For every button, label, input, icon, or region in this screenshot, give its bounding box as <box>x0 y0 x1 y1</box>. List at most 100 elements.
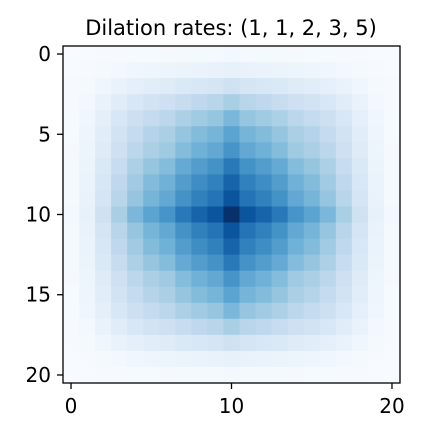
heatmap-cell <box>95 206 112 223</box>
heatmap-cell <box>319 126 337 143</box>
heatmap-cell <box>127 110 144 127</box>
heatmap-cell <box>159 94 176 111</box>
heatmap-cell <box>95 142 112 159</box>
heatmap-cell <box>367 94 385 111</box>
y-tick-label: 0 <box>38 42 51 66</box>
heatmap-cell <box>63 238 80 256</box>
heatmap-cell <box>127 142 144 159</box>
heatmap-cell <box>287 78 305 95</box>
heatmap-cell <box>335 318 353 336</box>
heatmap-cell <box>95 302 112 320</box>
heatmap-cell <box>207 254 224 272</box>
heatmap-cell <box>223 174 240 191</box>
heatmap-cell <box>223 110 240 127</box>
heatmap-cell <box>175 206 192 223</box>
heatmap-cell <box>79 142 96 159</box>
heatmap-cell <box>335 174 353 191</box>
heatmap-cell <box>351 46 369 63</box>
heatmap-cell <box>63 190 80 207</box>
heatmap-cell <box>191 254 208 272</box>
heatmap-cell <box>175 222 192 239</box>
heatmap-cell <box>367 190 385 207</box>
heatmap-cell <box>223 158 240 175</box>
heatmap-cell <box>143 334 160 352</box>
heatmap-cell <box>127 174 144 191</box>
heatmap-cell <box>143 126 160 143</box>
heatmap-cell <box>143 318 160 336</box>
heatmap-cell <box>191 286 208 304</box>
heatmap-cell <box>351 190 369 207</box>
heatmap-cell <box>207 126 224 143</box>
heatmap-cell <box>63 334 80 352</box>
heatmap-cell <box>191 270 208 288</box>
heatmap-cell <box>143 142 160 159</box>
heatmap-cell <box>159 158 176 175</box>
heatmap-cell <box>111 46 128 63</box>
heatmap-cell <box>191 126 208 143</box>
heatmap-cell <box>63 206 80 223</box>
heatmap-cell <box>111 238 128 256</box>
heatmap-cell <box>111 366 128 384</box>
heatmap-cell <box>63 78 80 95</box>
heatmap-cell <box>351 286 369 304</box>
heatmap-cell <box>287 46 305 63</box>
heatmap-cell <box>175 158 192 175</box>
heatmap-cell <box>303 270 321 288</box>
heatmap-cell <box>303 174 321 191</box>
heatmap-cell <box>111 62 128 79</box>
x-axis: 0 10 20 <box>65 383 405 418</box>
heatmap-cell <box>207 110 224 127</box>
heatmap-cell <box>335 222 353 239</box>
heatmap-cell <box>95 270 112 288</box>
heatmap-cell <box>127 94 144 111</box>
heatmap-cell <box>383 318 401 336</box>
heatmap-cell <box>79 62 96 79</box>
heatmap-cell <box>111 94 128 111</box>
heatmap-cell <box>79 222 96 239</box>
heatmap-cell <box>175 366 192 384</box>
heatmap-cell <box>191 190 208 207</box>
heatmap-cell <box>175 318 192 336</box>
heatmap-cell <box>95 78 112 95</box>
heatmap-cell <box>127 350 144 368</box>
heatmap-cell <box>191 158 208 175</box>
heatmap-cell <box>143 238 160 256</box>
heatmap-cell <box>287 254 305 272</box>
heatmap-cell <box>239 78 256 95</box>
heatmap-cell <box>383 238 401 256</box>
heatmap-cell <box>111 254 128 272</box>
heatmap-cell <box>303 110 321 127</box>
heatmap-cell <box>159 334 176 352</box>
heatmap-cell <box>207 270 224 288</box>
heatmap-cell <box>367 206 385 223</box>
heatmap-cell <box>223 142 240 159</box>
heatmap-cell <box>95 126 112 143</box>
heatmap-cell <box>95 238 112 256</box>
heatmap-cell <box>367 222 385 239</box>
heatmap-cell <box>159 286 176 304</box>
heatmap-cell <box>207 206 224 223</box>
heatmap-cell <box>63 158 80 175</box>
heatmap-cell <box>191 222 208 239</box>
heatmap-cell <box>111 350 128 368</box>
heatmap-cell <box>255 318 273 336</box>
heatmap-cell <box>95 62 112 79</box>
heatmap-cell <box>175 270 192 288</box>
heatmap-cell <box>191 318 208 336</box>
heatmap-cell <box>239 286 256 304</box>
heatmap-cell <box>223 206 240 223</box>
heatmap-cell <box>95 222 112 239</box>
heatmap-cell <box>367 334 385 352</box>
heatmap-cell <box>239 174 256 191</box>
heatmap-cell <box>271 62 289 79</box>
heatmap-cell <box>255 366 273 384</box>
heatmap-cell <box>303 142 321 159</box>
heatmap-cell <box>255 46 273 63</box>
heatmap-cell <box>143 366 160 384</box>
heatmap-cell <box>95 286 112 304</box>
heatmap-cell <box>63 222 80 239</box>
heatmap-cell <box>207 334 224 352</box>
heatmap-cell <box>159 142 176 159</box>
heatmap-cell <box>319 94 337 111</box>
heatmap-cell <box>207 238 224 256</box>
